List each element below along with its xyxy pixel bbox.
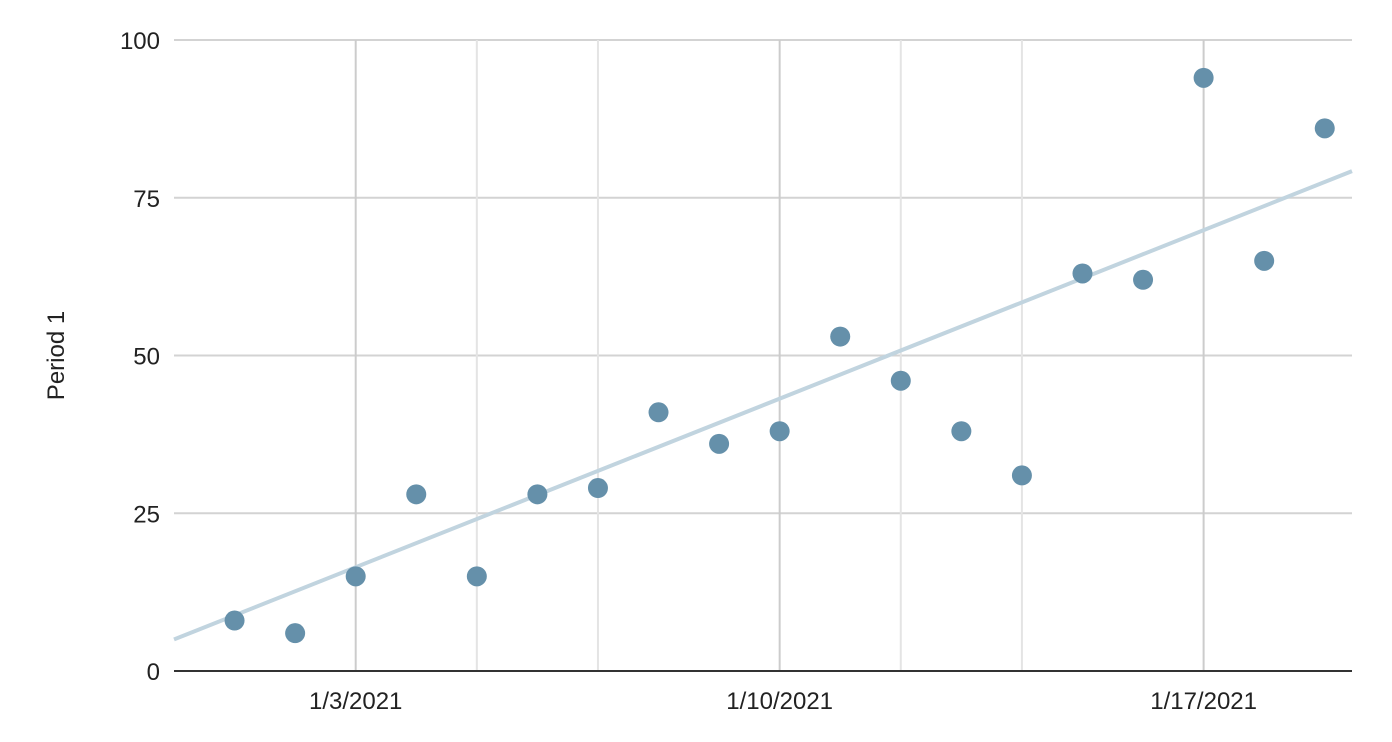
- data-point: [1072, 263, 1093, 284]
- data-point: [951, 421, 972, 442]
- data-point: [648, 402, 669, 423]
- trendline-layer: [173, 169, 1353, 642]
- data-point: [830, 326, 851, 347]
- y-tick-label: 0: [147, 659, 160, 686]
- data-point: [587, 478, 608, 499]
- y-tick-label: 100: [120, 28, 160, 55]
- data-point: [224, 610, 245, 631]
- data-point: [1314, 118, 1335, 139]
- x-axis: 1/3/2021 1/10/2021 1/17/2021: [174, 670, 1352, 715]
- x-tick-label: 1/17/2021: [1150, 688, 1257, 715]
- data-point: [345, 566, 366, 587]
- data-point: [1193, 67, 1214, 88]
- data-point: [466, 566, 487, 587]
- trendline: [173, 169, 1353, 642]
- y-tick-label: 25: [133, 501, 160, 528]
- x-tick-label: 1/10/2021: [726, 688, 833, 715]
- data-point: [890, 370, 911, 391]
- y-tick-label: 50: [133, 344, 160, 371]
- data-point: [769, 421, 790, 442]
- data-point: [527, 484, 548, 505]
- data-point: [406, 484, 427, 505]
- x-tick-label: 1/3/2021: [309, 688, 402, 715]
- data-point: [285, 623, 306, 644]
- data-points: [224, 67, 1335, 644]
- data-point: [709, 433, 730, 454]
- gridlines: [174, 39, 1352, 671]
- y-tick-label: 75: [133, 186, 160, 213]
- y-axis-title: Period 1: [43, 311, 70, 400]
- y-axis: 0 25 50 75 100: [120, 28, 160, 686]
- data-point: [1254, 250, 1275, 271]
- data-point: [1011, 465, 1032, 486]
- data-point: [1133, 269, 1154, 290]
